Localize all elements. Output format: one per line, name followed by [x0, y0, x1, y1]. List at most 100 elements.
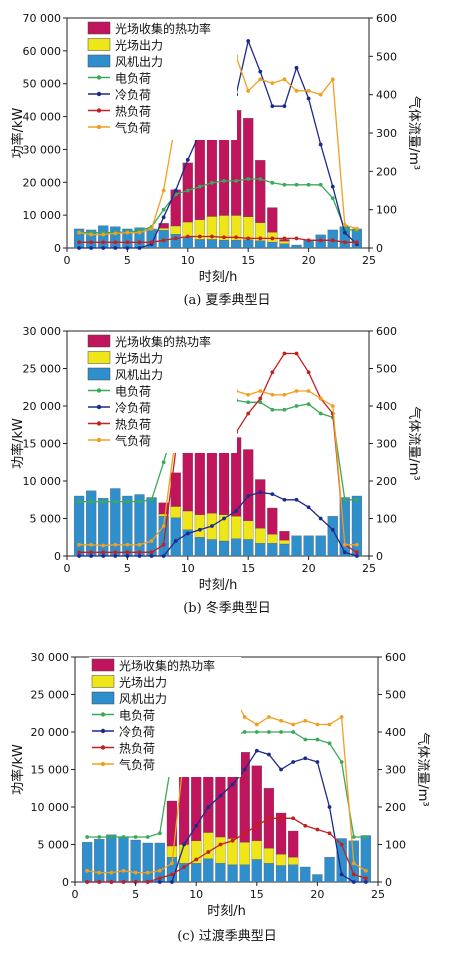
data-point — [342, 497, 347, 502]
data-point — [330, 184, 335, 189]
y-tick-label: 20 000 — [31, 726, 70, 739]
data-point — [342, 550, 347, 555]
data-point — [161, 188, 166, 193]
data-point — [246, 494, 251, 498]
data-point — [77, 240, 81, 245]
bar — [279, 540, 290, 545]
legend-label: 风机出力 — [119, 692, 167, 706]
bar — [267, 507, 278, 535]
data-point — [242, 730, 247, 734]
bar — [98, 225, 109, 249]
bar — [243, 539, 254, 557]
x-tick-label: 25 — [371, 888, 385, 901]
bar — [158, 223, 169, 229]
data-point — [101, 543, 106, 548]
data-point — [246, 177, 251, 181]
data-point — [282, 104, 287, 109]
data-point — [258, 396, 263, 401]
data-point — [355, 542, 359, 547]
y-tick-label: 60 000 — [23, 45, 62, 58]
data-point — [318, 411, 323, 416]
bar — [279, 243, 290, 249]
data-point — [246, 236, 251, 241]
data-point — [234, 235, 239, 240]
data-point — [306, 96, 311, 101]
data-point — [210, 180, 214, 185]
y2-tick-label: 500 — [385, 689, 406, 702]
data-point — [342, 223, 347, 227]
x-tick-label: 10 — [181, 562, 195, 575]
legend-label: 光场出力 — [119, 676, 167, 690]
legend-label: 冷负荷 — [115, 88, 151, 102]
y-tick-label: 10 000 — [23, 475, 62, 488]
data-point — [97, 835, 102, 839]
data-point — [85, 880, 90, 884]
data-point — [279, 730, 283, 734]
data-point — [185, 188, 190, 193]
data-point — [77, 230, 81, 235]
data-point — [267, 752, 271, 757]
y-tick-label: 25 000 — [23, 363, 62, 376]
bar — [239, 864, 250, 883]
y-tick-label: 30 000 — [31, 651, 70, 664]
data-point — [351, 880, 356, 884]
bar — [243, 449, 254, 521]
bar — [315, 535, 326, 557]
data-point — [339, 842, 344, 847]
y2-tick-label: 300 — [385, 764, 406, 777]
bar — [267, 241, 278, 249]
data-point — [270, 407, 275, 412]
bar — [231, 538, 242, 557]
data-point — [121, 835, 126, 839]
bar — [203, 858, 214, 883]
legend-label: 风机出力 — [115, 368, 163, 382]
bar — [243, 239, 254, 249]
y-tick-label: 20 000 — [23, 176, 62, 189]
data-point — [270, 180, 275, 185]
data-point — [327, 831, 332, 836]
bar — [142, 842, 153, 883]
legend-swatch — [87, 21, 111, 35]
bar — [166, 845, 178, 858]
data-point — [254, 748, 259, 753]
data-point — [355, 226, 359, 231]
data-point — [294, 389, 299, 393]
data-point — [125, 230, 130, 235]
legend-swatch-marker — [100, 728, 106, 734]
y2-tick-label: 0 — [376, 550, 383, 563]
data-point — [109, 835, 114, 839]
legend-swatch — [87, 351, 111, 364]
data-point — [342, 240, 347, 245]
data-point — [270, 492, 275, 497]
data-point — [282, 497, 287, 502]
legend-label: 光场出力 — [115, 39, 163, 53]
bar — [255, 160, 266, 223]
y2-tick-label: 600 — [376, 325, 397, 338]
data-point — [254, 730, 259, 734]
data-point — [77, 554, 81, 558]
y-axis-title: 功率/kW — [10, 418, 26, 469]
data-point — [355, 554, 359, 558]
data-point — [222, 235, 226, 240]
y2-tick-label: 200 — [376, 475, 397, 488]
data-point — [145, 870, 150, 875]
data-point — [355, 240, 359, 245]
data-point — [97, 880, 102, 884]
y2-tick-label: 200 — [385, 801, 406, 814]
data-point — [161, 554, 166, 558]
bar — [255, 528, 266, 544]
data-point — [185, 234, 190, 239]
legend-swatch-marker — [96, 404, 102, 410]
data-point — [133, 870, 138, 875]
series-line — [79, 491, 358, 557]
bar — [170, 234, 181, 249]
x-tick-label: 5 — [132, 888, 139, 901]
bar — [303, 535, 314, 557]
data-point — [246, 88, 251, 93]
y-tick-label: 10 000 — [31, 801, 70, 814]
data-point — [242, 715, 247, 719]
data-point — [294, 351, 299, 356]
